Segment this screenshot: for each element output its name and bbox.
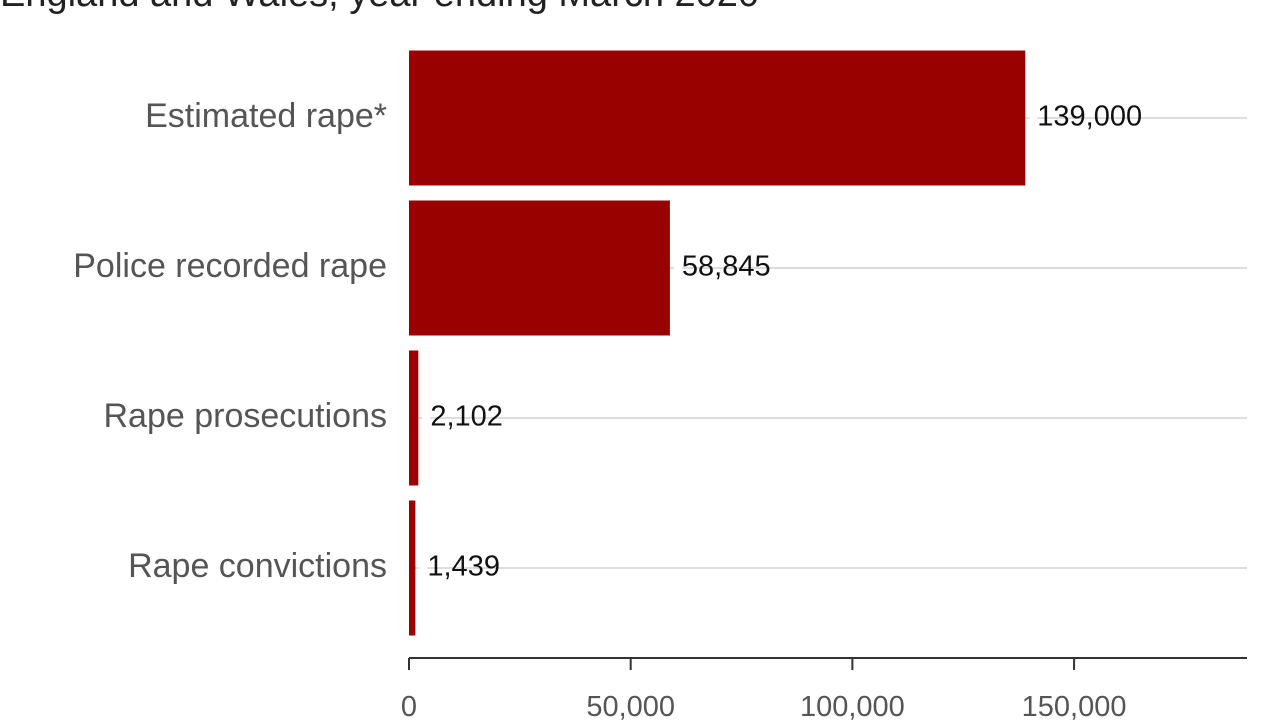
x-tick-label: 0	[401, 691, 417, 720]
value-label-bg	[673, 250, 682, 286]
value-label-bg	[419, 550, 428, 586]
x-tick-label: 150,000	[1022, 691, 1127, 720]
category-label: Estimated rape*	[145, 97, 387, 135]
value-label: 58,845	[682, 251, 771, 283]
value-label-bg	[1029, 100, 1038, 136]
bar	[409, 500, 416, 636]
value-label: 139,000	[1037, 101, 1142, 133]
category-label: Rape convictions	[128, 547, 387, 585]
x-tick-label: 50,000	[586, 691, 675, 720]
bar	[409, 350, 419, 486]
value-label: 2,102	[430, 401, 503, 433]
value-label: 1,439	[427, 551, 500, 583]
category-label: Rape prosecutions	[103, 397, 387, 435]
bar	[409, 50, 1026, 186]
chart-subtitle: England and Wales, year ending March 202…	[0, 0, 759, 15]
bar	[409, 200, 670, 336]
value-label-bg	[422, 400, 431, 436]
category-label: Police recorded rape	[73, 247, 387, 285]
x-tick-label: 100,000	[800, 691, 905, 720]
